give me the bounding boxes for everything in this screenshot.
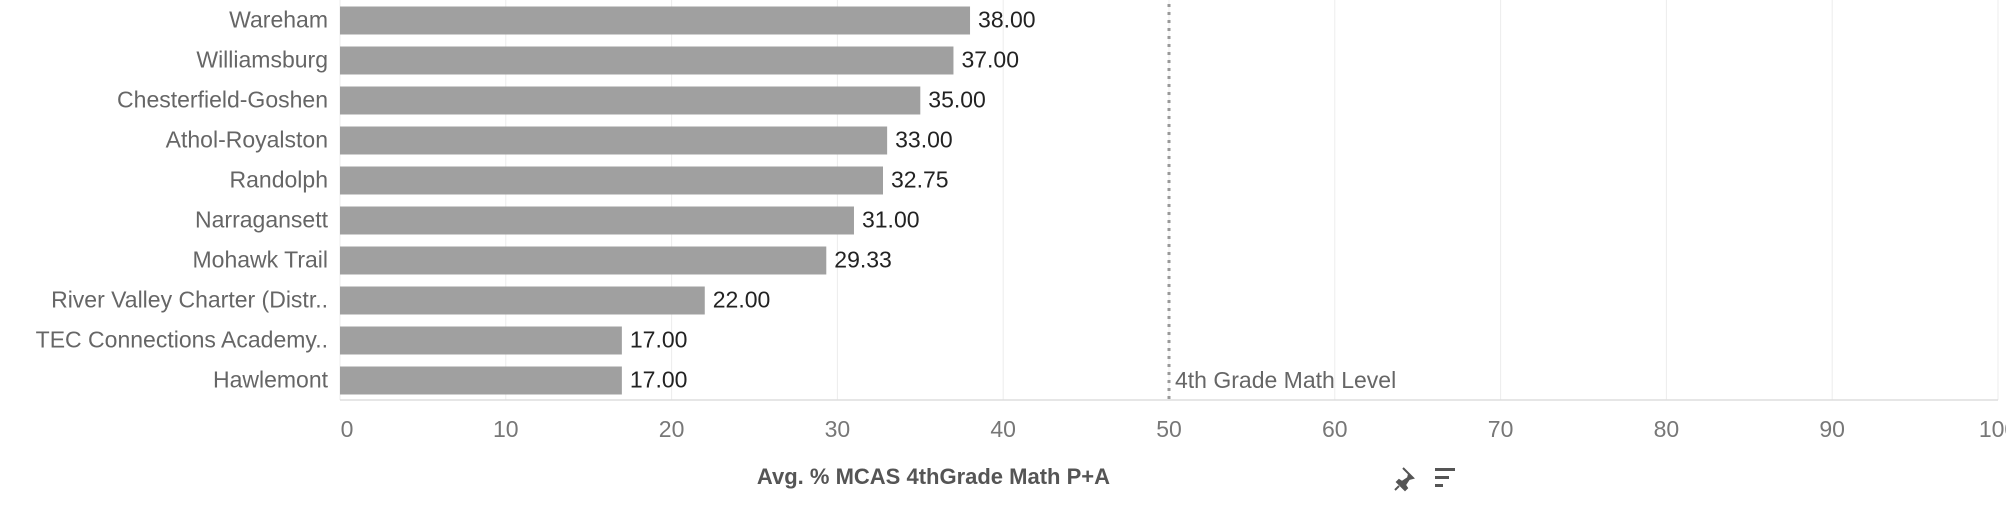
x-tick-label: 50 [1156, 416, 1182, 442]
value-label: 35.00 [928, 87, 986, 113]
y-tick-label: Hawlemont [213, 367, 329, 393]
y-tick-label: Narragansett [195, 207, 329, 233]
y-tick-label: TEC Connections Academy.. [36, 327, 328, 353]
value-label: 17.00 [630, 367, 688, 393]
bar [340, 46, 954, 75]
y-tick-label: Chesterfield-Goshen [117, 87, 328, 113]
value-label: 37.00 [961, 47, 1019, 73]
bar [340, 246, 827, 275]
pin-icon[interactable] [1394, 467, 1415, 492]
value-label: 22.00 [713, 287, 771, 313]
y-tick-label: Athol-Royalston [166, 127, 328, 153]
value-label: 31.00 [862, 207, 920, 233]
value-label: 38.00 [978, 7, 1036, 33]
y-tick-label: Wareham [229, 7, 328, 33]
value-label: 33.00 [895, 127, 953, 153]
y-tick-label: Mohawk Trail [193, 247, 328, 273]
y-tick-label: Randolph [230, 167, 328, 193]
bar [340, 86, 921, 115]
value-label: 17.00 [630, 327, 688, 353]
x-tick-label: 10 [493, 416, 519, 442]
x-tick-label: 20 [659, 416, 685, 442]
value-label: 29.33 [834, 247, 892, 273]
bar [340, 326, 622, 355]
sort-icon[interactable] [1435, 468, 1455, 487]
y-tick-label: River Valley Charter (Distr.. [51, 287, 328, 313]
x-tick-label: 90 [1819, 416, 1845, 442]
bar [340, 206, 854, 235]
bar [340, 166, 883, 195]
x-axis-title: Avg. % MCAS 4thGrade Math P+A [757, 464, 1110, 489]
bar [340, 366, 622, 395]
reference-label: 4th Grade Math Level [1175, 367, 1396, 393]
bar [340, 126, 888, 155]
x-tick-label: 80 [1654, 416, 1680, 442]
x-tick-label: 60 [1322, 416, 1348, 442]
x-tick-label: 70 [1488, 416, 1514, 442]
bar [340, 6, 971, 35]
x-tick-label: 30 [825, 416, 851, 442]
value-label: 32.75 [891, 167, 949, 193]
x-tick-label: 0 [341, 416, 354, 442]
y-tick-label: Williamsburg [196, 47, 328, 73]
x-tick-label: 40 [990, 416, 1016, 442]
bar [340, 286, 705, 315]
x-tick-label: 100 [1979, 416, 2006, 442]
